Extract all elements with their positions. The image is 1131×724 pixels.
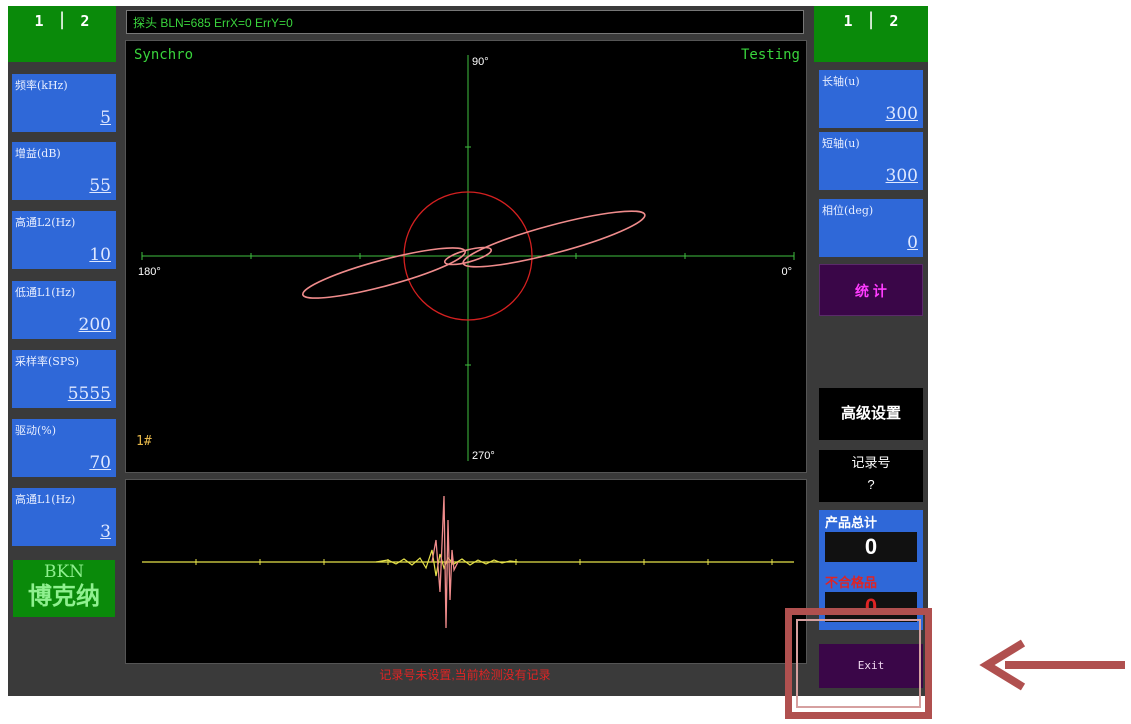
param-phase[interactable]: 相位(deg) 0 (819, 199, 923, 257)
param-major-axis[interactable]: 长轴(u) 300 (819, 70, 923, 128)
advanced-settings-button[interactable]: 高级设置 (819, 388, 923, 440)
param-value[interactable]: 300 (885, 104, 918, 124)
app-window: 1 | 2 频率(kHz) 5 增益(dB) 55 高通L2(Hz) 10 低通… (8, 6, 928, 696)
param-label: 低通L1(Hz) (15, 286, 76, 299)
left-tab-1[interactable]: 1 (34, 12, 44, 30)
param-gain[interactable]: 增益(dB) 55 (12, 142, 116, 200)
defect-label: 不合格品 (825, 575, 878, 590)
threshold-circle (403, 191, 533, 321)
highlight-box-inner (796, 619, 921, 708)
stats-button[interactable]: 统 计 (819, 264, 923, 316)
highlight-box (785, 608, 932, 719)
exit-button[interactable]: Exit (819, 644, 923, 688)
param-value[interactable]: 200 (78, 315, 111, 335)
left-tab-bar: 1 | 2 (8, 6, 116, 62)
param-highpass-l2[interactable]: 高通L2(Hz) 10 (12, 211, 116, 269)
param-label: 相位(deg) (822, 204, 874, 217)
scope-state-label: Testing (741, 47, 800, 63)
tab-separator: | (56, 9, 68, 30)
yellow-signal (375, 549, 519, 577)
brand-line-2: 博克纳 (28, 581, 100, 610)
param-highpass-l1[interactable]: 高通L1(Hz) 3 (12, 488, 116, 546)
red-signal (431, 495, 459, 629)
exit-button-label: Exit (857, 659, 885, 672)
product-total-label: 产品总计 (825, 515, 878, 530)
param-label: 长轴(u) (822, 75, 860, 88)
param-label: 高通L1(Hz) (15, 493, 76, 506)
left-tab-2[interactable]: 2 (80, 12, 90, 30)
param-label: 频率(kHz) (15, 79, 68, 92)
signal-trace (301, 210, 646, 299)
param-label: 采样率(SPS) (15, 355, 80, 368)
brand-logo: BKN 博克纳 (13, 560, 115, 617)
tab-separator: | (865, 9, 877, 30)
scope-ticks (141, 146, 795, 366)
angle-label-right: 0° (781, 266, 792, 278)
param-frequency[interactable]: 频率(kHz) 5 (12, 74, 116, 132)
angle-label-left: 180° (138, 266, 161, 278)
waveform-scope (125, 479, 807, 664)
right-tab-2[interactable]: 2 (889, 12, 899, 30)
angle-label-bottom: 270° (472, 450, 495, 462)
param-value[interactable]: 300 (885, 166, 918, 186)
param-label: 短轴(u) (822, 137, 860, 150)
param-label: 增益(dB) (15, 147, 61, 160)
channel-label: 1# (136, 434, 152, 449)
param-minor-axis[interactable]: 短轴(u) 300 (819, 132, 923, 190)
status-bar: 探头 BLN=685 ErrX=0 ErrY=0 (126, 10, 804, 34)
param-value[interactable]: 3 (100, 522, 111, 542)
record-value: ? (867, 477, 875, 492)
param-value[interactable]: 55 (89, 176, 111, 196)
record-label: 记录号 (851, 455, 891, 470)
param-drive[interactable]: 驱动(%) 70 (12, 419, 116, 477)
waveform-plot (142, 495, 794, 629)
param-value[interactable]: 5 (100, 108, 111, 128)
param-value[interactable]: 70 (89, 453, 111, 473)
right-tab-bar: 1 | 2 (814, 6, 928, 62)
annotation-arrow-icon (979, 639, 1125, 691)
product-total-value: 0 (825, 532, 917, 562)
right-tab-1[interactable]: 1 (843, 12, 853, 30)
brand-line-1: BKN (43, 562, 85, 582)
param-value[interactable]: 0 (907, 233, 918, 253)
scope-plot: Synchro Testing 90° 270° 180° 0° 1# (134, 47, 800, 462)
param-value[interactable]: 10 (89, 245, 111, 265)
scope-mode-label: Synchro (134, 47, 193, 63)
lissajous-scope: Synchro Testing 90° 270° 180° 0° 1# (125, 40, 807, 473)
footer-message: 记录号未设置,当前检测没有记录 (379, 668, 551, 682)
record-number-panel[interactable]: 记录号 ? (819, 450, 923, 502)
param-label: 高通L2(Hz) (15, 216, 76, 229)
param-lowpass-l1[interactable]: 低通L1(Hz) 200 (12, 281, 116, 339)
param-value[interactable]: 5555 (67, 384, 111, 404)
angle-label-top: 90° (472, 56, 489, 68)
param-label: 驱动(%) (15, 424, 57, 437)
param-sample-rate[interactable]: 采样率(SPS) 5555 (12, 350, 116, 408)
